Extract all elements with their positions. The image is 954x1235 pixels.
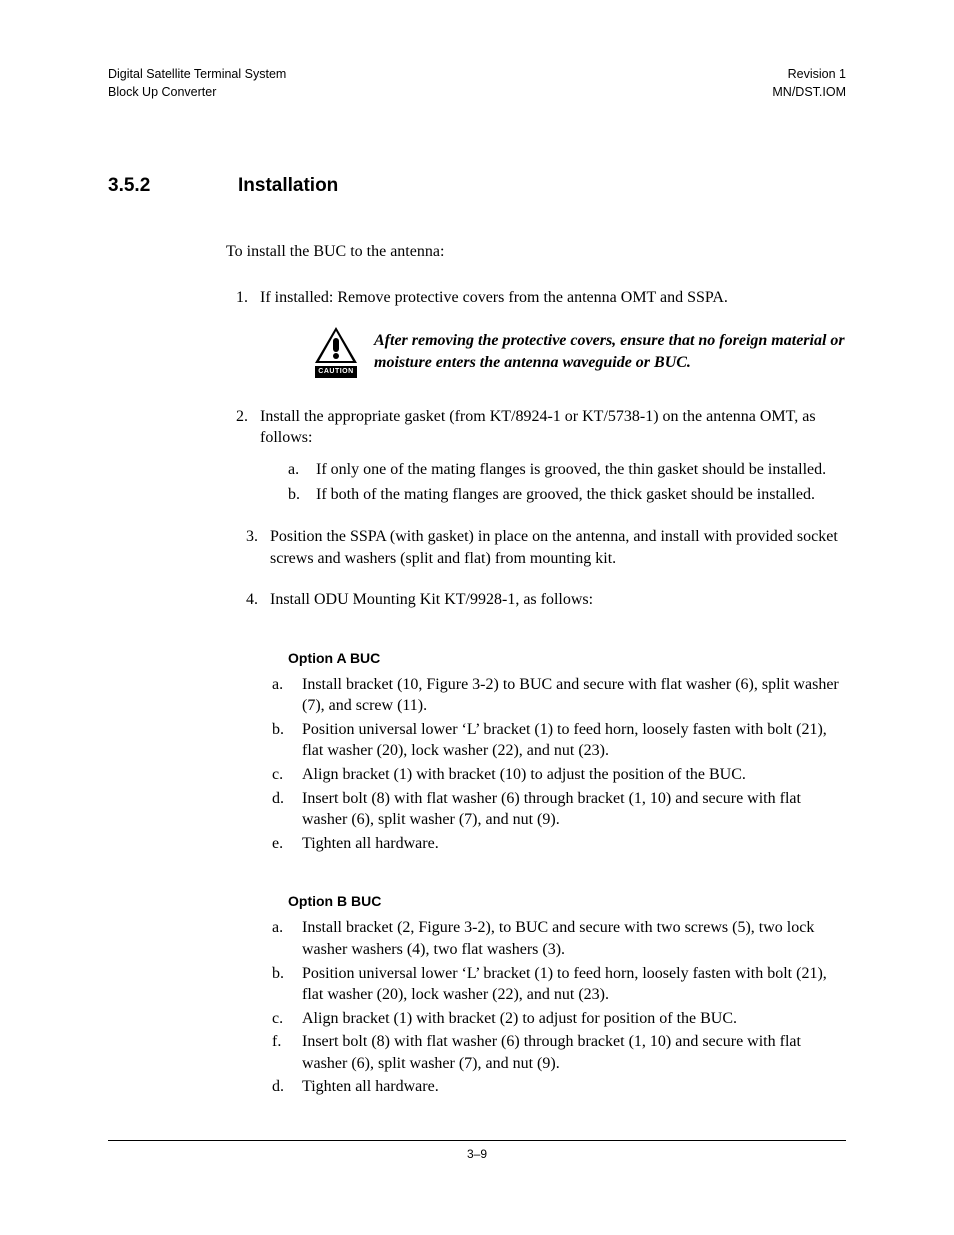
item-marker: d.	[272, 788, 302, 831]
caution-label: CAUTION	[315, 366, 356, 377]
step-4: 4. Install ODU Mounting Kit KT/9928-1, a…	[226, 589, 846, 611]
step-text: Position the SSPA (with gasket) in place…	[270, 526, 846, 569]
sub-marker: b.	[288, 484, 316, 506]
list-item: b.Position universal lower ‘L’ bracket (…	[272, 963, 846, 1006]
sub-text: If both of the mating flanges are groove…	[316, 484, 846, 506]
sub-item: b. If both of the mating flanges are gro…	[288, 484, 846, 506]
step-marker: 4.	[236, 589, 270, 611]
step-marker: 2.	[226, 406, 260, 449]
item-text: Install bracket (10, Figure 3-2) to BUC …	[302, 674, 846, 717]
section-title: Installation	[238, 175, 338, 196]
list-item: b.Position universal lower ‘L’ bracket (…	[272, 719, 846, 762]
header-left: Digital Satellite Terminal System Block …	[108, 66, 286, 101]
item-text: Align bracket (1) with bracket (10) to a…	[302, 764, 846, 786]
item-marker: c.	[272, 764, 302, 786]
option-a-heading: Option A BUC	[288, 649, 846, 668]
option-a-list: a.Install bracket (10, Figure 3-2) to BU…	[272, 674, 846, 855]
list-item: d.Tighten all hardware.	[272, 1076, 846, 1098]
caution-icon: CAUTION	[312, 326, 360, 377]
list-item: c.Align bracket (1) with bracket (10) to…	[272, 764, 846, 786]
item-text: Position universal lower ‘L’ bracket (1)…	[302, 719, 846, 762]
item-marker: c.	[272, 1008, 302, 1030]
sub-list: a. If only one of the mating flanges is …	[288, 459, 846, 506]
option-b-heading: Option B BUC	[288, 892, 846, 911]
item-text: Insert bolt (8) with flat washer (6) thr…	[302, 788, 846, 831]
page-footer: 3–9	[108, 1140, 846, 1161]
item-text: Align bracket (1) with bracket (2) to ad…	[302, 1008, 846, 1030]
step-text: Install ODU Mounting Kit KT/9928-1, as f…	[270, 589, 846, 611]
step-2: 2. Install the appropriate gasket (from …	[226, 406, 846, 506]
content-body: To install the BUC to the antenna: 1. If…	[226, 241, 846, 1098]
step-text: If installed: Remove protective covers f…	[260, 287, 846, 309]
item-text: Install bracket (2, Figure 3-2), to BUC …	[302, 917, 846, 960]
header-right-line2: MN/DST.IOM	[772, 84, 846, 102]
item-text: Insert bolt (8) with flat washer (6) thr…	[302, 1031, 846, 1074]
caution-block: CAUTION After removing the protective co…	[312, 326, 846, 377]
item-marker: f.	[272, 1031, 302, 1074]
footer-rule	[108, 1140, 846, 1141]
item-text: Tighten all hardware.	[302, 1076, 846, 1098]
page: Digital Satellite Terminal System Block …	[0, 0, 954, 1098]
header-left-line1: Digital Satellite Terminal System	[108, 66, 286, 84]
step-marker: 1.	[226, 287, 260, 309]
page-header: Digital Satellite Terminal System Block …	[108, 66, 846, 101]
step-marker: 3.	[236, 526, 270, 569]
item-marker: a.	[272, 917, 302, 960]
numbered-list: 1. If installed: Remove protective cover…	[226, 287, 846, 611]
sub-item: a. If only one of the mating flanges is …	[288, 459, 846, 481]
page-number: 3–9	[108, 1147, 846, 1161]
caution-text: After removing the protective covers, en…	[374, 330, 846, 373]
list-item: a.Install bracket (2, Figure 3-2), to BU…	[272, 917, 846, 960]
step-1: 1. If installed: Remove protective cover…	[226, 287, 846, 378]
intro-text: To install the BUC to the antenna:	[226, 241, 846, 263]
header-left-line2: Block Up Converter	[108, 84, 286, 102]
list-item: e.Tighten all hardware.	[272, 833, 846, 855]
item-text: Position universal lower ‘L’ bracket (1)…	[302, 963, 846, 1006]
option-b-list: a.Install bracket (2, Figure 3-2), to BU…	[272, 917, 846, 1098]
sub-marker: a.	[288, 459, 316, 481]
item-marker: a.	[272, 674, 302, 717]
item-marker: b.	[272, 963, 302, 1006]
item-marker: b.	[272, 719, 302, 762]
sub-text: If only one of the mating flanges is gro…	[316, 459, 846, 481]
list-item: c.Align bracket (1) with bracket (2) to …	[272, 1008, 846, 1030]
item-text: Tighten all hardware.	[302, 833, 846, 855]
step-text: Install the appropriate gasket (from KT/…	[260, 406, 846, 449]
list-item: a.Install bracket (10, Figure 3-2) to BU…	[272, 674, 846, 717]
list-item: f.Insert bolt (8) with flat washer (6) t…	[272, 1031, 846, 1074]
header-right: Revision 1 MN/DST.IOM	[772, 66, 846, 101]
header-right-line1: Revision 1	[772, 66, 846, 84]
item-marker: d.	[272, 1076, 302, 1098]
item-marker: e.	[272, 833, 302, 855]
section-number: 3.5.2	[108, 175, 238, 197]
list-item: d.Insert bolt (8) with flat washer (6) t…	[272, 788, 846, 831]
section-heading: 3.5.2Installation	[108, 175, 846, 197]
step-3: 3. Position the SSPA (with gasket) in pl…	[226, 526, 846, 569]
